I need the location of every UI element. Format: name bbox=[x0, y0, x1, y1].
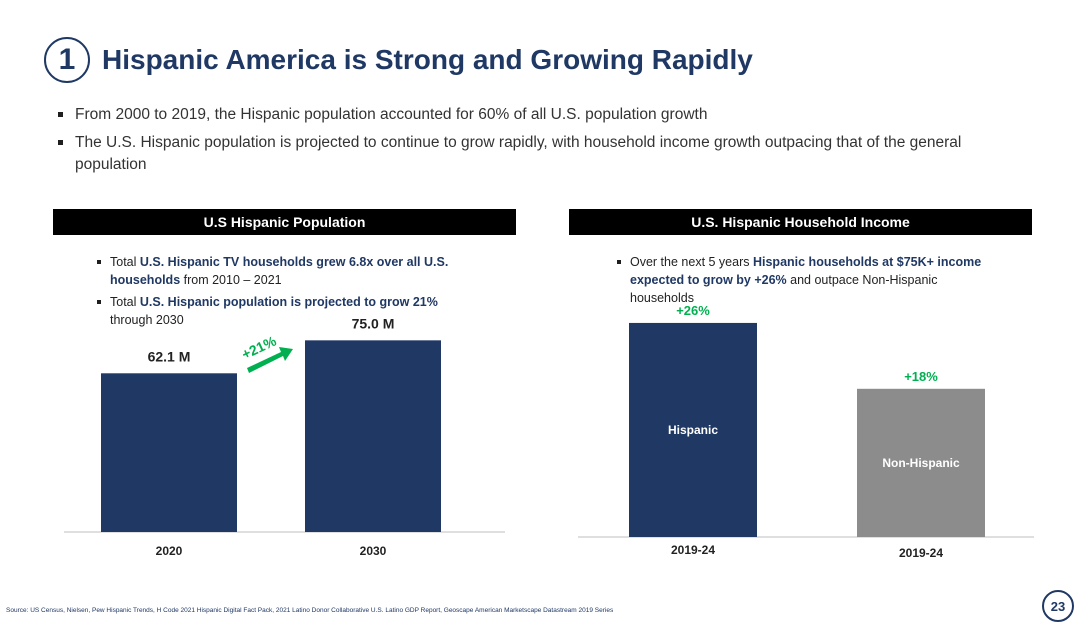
tick-label: 2020 bbox=[156, 544, 183, 558]
bar bbox=[101, 373, 237, 532]
series-label: Non-Hispanic bbox=[882, 456, 960, 470]
bar bbox=[857, 388, 985, 537]
income-note: Over the next 5 years Hispanic household… bbox=[617, 253, 1002, 307]
population-note: Total U.S. Hispanic population is projec… bbox=[97, 293, 477, 329]
population-panel-header: U.S Hispanic Population bbox=[53, 209, 516, 235]
data-label: 75.0 M bbox=[352, 315, 395, 331]
page-title: Hispanic America is Strong and Growing R… bbox=[102, 44, 753, 75]
section-number-badge: 1 bbox=[44, 37, 90, 83]
bar bbox=[629, 322, 757, 537]
income-notes: Over the next 5 years Hispanic household… bbox=[617, 253, 1002, 311]
population-note: Total U.S. Hispanic TV households grew 6… bbox=[97, 253, 477, 289]
tick-label: 2030 bbox=[360, 544, 387, 558]
population-notes: Total U.S. Hispanic TV households grew 6… bbox=[97, 253, 477, 333]
series-label: Hispanic bbox=[668, 423, 718, 437]
intro-bullet: The U.S. Hispanic population is projecte… bbox=[58, 132, 1018, 176]
intro-bullet: From 2000 to 2019, the Hispanic populati… bbox=[58, 104, 1018, 126]
income-panel-header: U.S. Hispanic Household Income bbox=[569, 209, 1032, 235]
growth-arrow bbox=[247, 347, 293, 373]
intro-bullets: From 2000 to 2019, the Hispanic populati… bbox=[58, 104, 1018, 182]
data-label: +26% bbox=[676, 303, 710, 318]
tick-label: 2019-24 bbox=[899, 546, 943, 560]
data-label: +18% bbox=[904, 369, 938, 384]
bar bbox=[305, 340, 441, 532]
data-label: 62.1 M bbox=[148, 348, 191, 364]
slide-title-block: 1 Hispanic America is Strong and Growing… bbox=[44, 37, 753, 83]
tick-label: 2019-24 bbox=[671, 543, 715, 557]
source-note: Source: US Census, Nielsen, Pew Hispanic… bbox=[6, 607, 614, 614]
page-number: 23 bbox=[1042, 590, 1074, 622]
